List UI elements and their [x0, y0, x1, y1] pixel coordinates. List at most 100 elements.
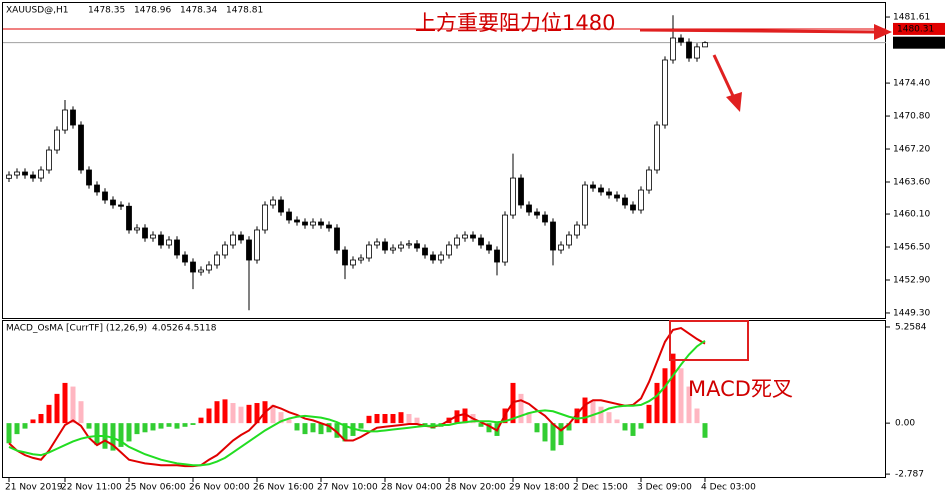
histogram-bar [182, 423, 188, 427]
annotation: 上方重要阻力位1480 [415, 11, 615, 35]
histogram-bar [94, 423, 100, 446]
x-tick-label: 29 Nov 18:00 [509, 483, 570, 493]
candle-body [310, 221, 316, 226]
candle-body [54, 129, 60, 151]
candle-body [478, 237, 484, 246]
candle-body [374, 241, 380, 246]
y-tick-label: 1456.50 [893, 243, 930, 253]
histogram-bar [198, 417, 204, 424]
candle-body [278, 199, 284, 213]
histogram-bar [630, 423, 636, 436]
histogram-bar [22, 423, 28, 429]
x-tick-label: 4 Dec 03:00 [701, 483, 756, 493]
histogram-bar [550, 423, 556, 451]
macd-reading: 4.0526 [152, 324, 184, 334]
candle-body [102, 191, 108, 201]
candle-body [94, 184, 100, 193]
candle-body [470, 234, 476, 239]
candle-body [438, 254, 444, 261]
candle-body [318, 221, 324, 226]
histogram-bar [558, 423, 564, 446]
candle-body [622, 197, 628, 206]
histogram-bar [78, 401, 84, 424]
candle-body [662, 59, 668, 126]
candle-body [326, 224, 332, 229]
histogram-bar [590, 401, 596, 424]
histogram-bar [582, 397, 588, 424]
candle-body [166, 239, 172, 246]
candle-body [390, 247, 396, 251]
histogram-bar [206, 408, 212, 424]
histogram-bar [574, 408, 580, 424]
macd-line [8, 326, 706, 468]
ohlc-low: 1478.34 [180, 6, 217, 16]
x-tick-label: 28 Nov 20:00 [445, 483, 506, 493]
histogram-bar [334, 423, 340, 438]
candle-body [230, 234, 236, 246]
macd-title: MACD_OsMA [CurrTF] (12,26,9) [6, 324, 147, 334]
histogram-bar [374, 413, 380, 424]
x-tick-label: 25 Nov 06:00 [125, 483, 186, 493]
candle-body [606, 191, 612, 196]
candle-body [366, 244, 372, 259]
histogram-bar [62, 382, 68, 424]
candle-body [222, 244, 228, 256]
x-tick-label: 3 Dec 09:00 [637, 483, 692, 493]
histogram-bar [382, 413, 388, 424]
histogram-bar [126, 423, 132, 442]
histogram-bar [678, 368, 684, 424]
histogram-bar [358, 423, 364, 429]
histogram-bar [638, 423, 644, 429]
candle-body [350, 259, 356, 266]
histogram-bar [278, 412, 284, 424]
candle-body [270, 199, 276, 206]
y-tick-label: 5.2584 [895, 322, 927, 332]
histogram-bar [142, 423, 148, 433]
candle-body [670, 37, 676, 61]
histogram-bar [70, 386, 76, 424]
y-tick-label: -2.787 [895, 470, 924, 480]
histogram-bar [310, 423, 316, 433]
candle-body [246, 239, 252, 261]
candle-body [182, 254, 188, 263]
histogram-bar [398, 412, 404, 424]
histogram-bar [254, 403, 260, 424]
candle-body [342, 249, 348, 266]
candle-body [702, 42, 708, 48]
y-tick-label: 1460.10 [893, 210, 930, 220]
histogram-bar [134, 423, 140, 435]
histogram-bar [366, 415, 372, 424]
candle-body [502, 214, 508, 263]
arrow-head [874, 24, 892, 40]
histogram-bar [686, 386, 692, 424]
histogram-bar [150, 423, 156, 431]
candle-body [454, 237, 460, 246]
price-box [893, 22, 945, 35]
candle-body [142, 227, 148, 239]
candle-body [38, 169, 44, 179]
candle-body [118, 204, 124, 207]
histogram-bar [526, 412, 532, 424]
candle-body [262, 204, 268, 231]
histogram-bar [702, 423, 708, 438]
candle-body [494, 249, 500, 263]
candle-body [86, 169, 92, 186]
histogram-bar [246, 404, 252, 424]
candle-body [198, 269, 204, 273]
y-tick-label: 1449.30 [893, 308, 930, 318]
signal-reading: 4.5118 [185, 324, 217, 334]
candle-body [526, 204, 532, 213]
candle-body [286, 211, 292, 221]
candle-body [134, 227, 140, 231]
candle-body [398, 244, 404, 249]
histogram-bar [30, 419, 36, 424]
histogram-bar [54, 393, 60, 424]
histogram-bar [238, 406, 244, 424]
price-box-label: 1480.31 [897, 24, 934, 34]
y-tick-label: 1467.20 [893, 145, 930, 155]
histogram-bar [518, 393, 524, 424]
annotation: MACD死叉 [688, 377, 793, 401]
signal-line [8, 340, 706, 467]
candle-body [542, 214, 548, 223]
histogram-bar [158, 423, 164, 429]
